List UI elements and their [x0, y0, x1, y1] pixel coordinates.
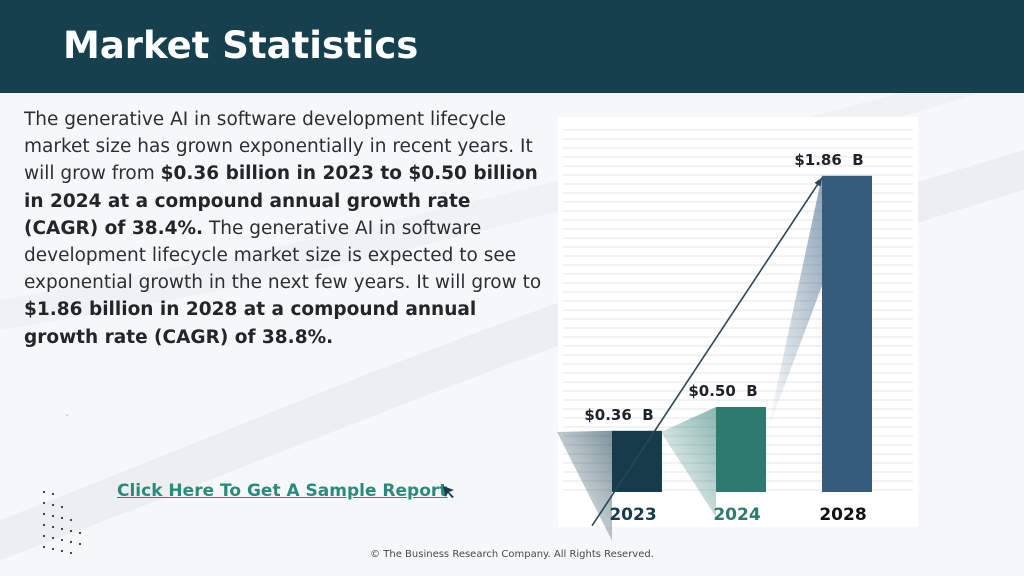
decor-dot [51, 547, 55, 551]
decor-dot [60, 516, 64, 520]
data-label: $0.50 B [688, 382, 757, 400]
bar-shadow [557, 430, 612, 541]
decor-dot [42, 534, 46, 538]
bar [716, 407, 766, 492]
copyright-text: © The Business Research Company. All Rig… [370, 549, 654, 560]
decor-dot [69, 529, 73, 533]
decor-dot [78, 542, 82, 546]
page-title: Market Statistics [63, 24, 419, 67]
decor-dot [51, 492, 55, 496]
sample-report-link[interactable]: Click Here To Get A Sample Report [117, 481, 448, 501]
decor-dot [51, 503, 55, 507]
decor-dot [51, 525, 55, 529]
decor-dot [69, 540, 73, 544]
decor-dot [69, 518, 73, 522]
decor-dot [60, 505, 64, 509]
trend-arrow-head [814, 177, 822, 187]
decor-dot [60, 549, 64, 553]
header-bar: Market Statistics [0, 0, 1024, 93]
bar [822, 175, 872, 493]
category-label: 2028 [819, 505, 866, 525]
decor-dot [69, 551, 73, 554]
decor-dot [42, 501, 46, 505]
body-text-segment: The generative AI in software developmen… [24, 217, 542, 294]
decor-dot [42, 490, 46, 494]
decorative-mark: ˇ [65, 412, 69, 426]
market-description: The generative AI in software developmen… [24, 106, 549, 351]
cursor-arrow-icon [443, 486, 454, 498]
decor-dot [42, 512, 46, 516]
body-text-highlight: $1.86 billion in 2028 at a compound annu… [24, 299, 477, 348]
body-text-highlight: $0.36 billion in 2023 to $0.50 billion i… [24, 163, 538, 239]
category-label: 2024 [713, 505, 760, 525]
decor-dot [78, 531, 82, 535]
decor-dot [51, 536, 55, 540]
data-label: $1.86 B [794, 151, 863, 169]
decor-dot [51, 514, 55, 518]
bar-shadow [767, 175, 822, 433]
decor-dot [42, 523, 46, 527]
bar-shadow [661, 407, 716, 517]
dots-pattern-icon [42, 490, 82, 554]
body-text-segment: The generative AI in software developmen… [24, 109, 533, 185]
category-label: 2023 [609, 505, 656, 525]
trend-arrow-line [591, 177, 823, 527]
decor-dot [60, 538, 64, 542]
data-label: $0.36 B [584, 406, 653, 424]
decor-dot [42, 545, 46, 549]
decor-dot [60, 527, 64, 531]
